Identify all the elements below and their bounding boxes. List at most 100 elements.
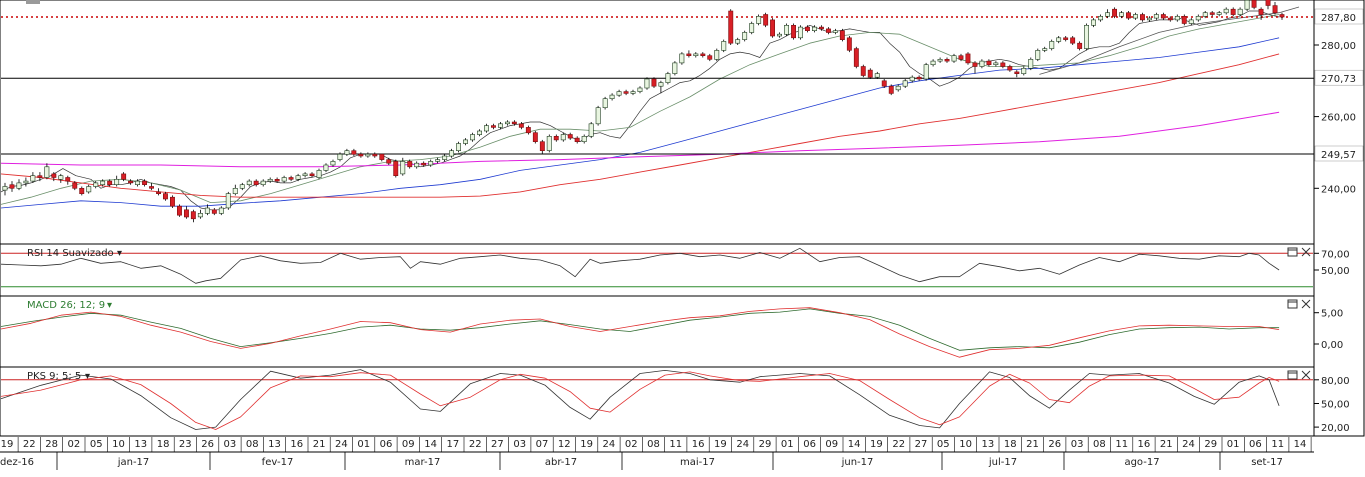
candle-body <box>170 196 175 207</box>
candle <box>239 182 245 191</box>
candle <box>1167 16 1173 22</box>
candle <box>9 181 15 192</box>
pks-title[interactable]: PKS 9; 5; 5 <box>27 371 81 382</box>
y-tick-label: 280,00 <box>1321 41 1356 52</box>
candle <box>560 132 566 142</box>
candle-body <box>811 26 817 32</box>
candle-body <box>156 191 161 194</box>
macd-close-icon[interactable] <box>1301 299 1311 309</box>
candle <box>986 59 992 67</box>
candle-body <box>609 94 615 99</box>
macd-dropdown-icon[interactable]: ▾ <box>107 300 112 311</box>
candle-body <box>909 76 915 82</box>
candle <box>742 30 748 42</box>
candle <box>100 179 106 187</box>
candle <box>1070 36 1076 45</box>
candle-body <box>100 180 106 186</box>
rsi-close-icon[interactable] <box>1301 247 1311 257</box>
menu-icon[interactable] <box>26 0 40 4</box>
month-label: fev-17 <box>262 457 294 468</box>
candle <box>679 52 685 65</box>
day-label: 26 <box>1048 439 1061 450</box>
candle-body <box>930 60 936 65</box>
candle <box>149 182 154 191</box>
candle-body <box>860 66 866 76</box>
day-label: 24 <box>1182 439 1195 450</box>
candle <box>288 175 294 182</box>
candle <box>909 75 915 83</box>
day-label: 01 <box>357 439 370 450</box>
day-label: 03 <box>513 439 526 450</box>
candle <box>630 89 636 96</box>
candle <box>874 71 880 79</box>
candle <box>672 61 678 76</box>
candle <box>337 152 343 162</box>
candle <box>1077 41 1083 51</box>
candle <box>895 84 901 92</box>
rsi-maximize-icon[interactable] <box>1287 247 1298 257</box>
candle <box>197 209 203 219</box>
candle <box>860 64 866 78</box>
macd-maximize-icon[interactable] <box>1287 299 1298 309</box>
candle-body <box>463 139 468 144</box>
candle-body <box>867 69 873 78</box>
candle-body <box>428 161 434 166</box>
candle <box>714 48 720 62</box>
candle-body <box>1021 68 1027 75</box>
candle <box>302 172 308 178</box>
candle-body <box>197 213 203 218</box>
macd-title[interactable]: MACD 26; 12; 9 <box>27 300 105 311</box>
rsi-dropdown-icon[interactable]: ▾ <box>117 248 122 259</box>
candle-body <box>470 134 475 141</box>
candle <box>1202 11 1208 19</box>
candle-body <box>504 121 510 125</box>
y-tick-label: 240,00 <box>1321 184 1356 195</box>
candle <box>825 27 831 35</box>
pks-close-icon[interactable] <box>1301 370 1311 380</box>
candle <box>539 139 545 155</box>
candle <box>86 184 92 194</box>
candle <box>142 179 147 187</box>
candle-body <box>804 26 810 32</box>
y-tick-label: 260,00 <box>1321 113 1356 124</box>
candle <box>274 177 280 183</box>
candle-body <box>1160 14 1166 19</box>
rsi-title[interactable]: RSI 14 Suavizado <box>27 248 114 259</box>
candle <box>1223 7 1229 15</box>
candle-body <box>993 62 999 66</box>
y-tick-label: 5,00 <box>1321 309 1343 320</box>
day-label: 06 <box>1249 439 1262 450</box>
candle-body <box>218 207 224 214</box>
candle <box>595 105 601 126</box>
day-label: 01 <box>781 439 794 450</box>
pks-maximize-icon[interactable] <box>1287 370 1298 380</box>
day-label: 05 <box>937 439 950 450</box>
candle-body <box>986 60 992 65</box>
macd-panel <box>0 307 1280 358</box>
candle <box>574 136 580 144</box>
y-tick-label: 20,00 <box>1321 423 1350 434</box>
candle <box>623 89 629 96</box>
candle-body <box>623 91 629 94</box>
candle <box>79 186 85 196</box>
day-label: 01 <box>1227 439 1240 450</box>
candle-body <box>65 177 71 182</box>
candle <box>309 172 315 178</box>
candle-body <box>658 82 664 87</box>
candle-body <box>742 32 748 40</box>
candle <box>567 132 573 140</box>
candle <box>72 181 78 191</box>
candle <box>330 159 336 167</box>
candle-body <box>1209 12 1215 15</box>
series-line <box>0 14 1280 205</box>
candle-body <box>51 173 57 178</box>
candle-body <box>846 37 852 51</box>
pks-dropdown-icon[interactable]: ▾ <box>85 371 90 382</box>
candle-body <box>1007 66 1013 71</box>
candle <box>225 191 231 210</box>
month-label: jun-17 <box>841 457 874 468</box>
candle <box>993 61 999 67</box>
candle <box>1035 48 1041 62</box>
